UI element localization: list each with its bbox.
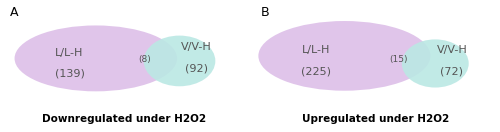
Text: Upregulated under H2O2: Upregulated under H2O2 <box>302 114 449 124</box>
Text: (72): (72) <box>440 66 464 76</box>
Ellipse shape <box>14 25 177 91</box>
Text: L/L-H: L/L-H <box>302 44 330 55</box>
Text: Downregulated under H2O2: Downregulated under H2O2 <box>42 114 206 124</box>
Text: V/V-H: V/V-H <box>436 44 468 55</box>
Ellipse shape <box>258 21 430 91</box>
Text: B: B <box>261 6 270 19</box>
Text: (139): (139) <box>54 69 84 79</box>
Text: V/V-H: V/V-H <box>181 42 212 52</box>
Ellipse shape <box>144 36 216 86</box>
Text: (92): (92) <box>184 63 208 74</box>
Ellipse shape <box>402 39 468 88</box>
Text: (8): (8) <box>138 55 151 64</box>
Text: (15): (15) <box>389 55 407 64</box>
Text: (225): (225) <box>300 66 330 76</box>
Text: L/L-H: L/L-H <box>56 48 84 58</box>
Text: A: A <box>10 6 18 19</box>
